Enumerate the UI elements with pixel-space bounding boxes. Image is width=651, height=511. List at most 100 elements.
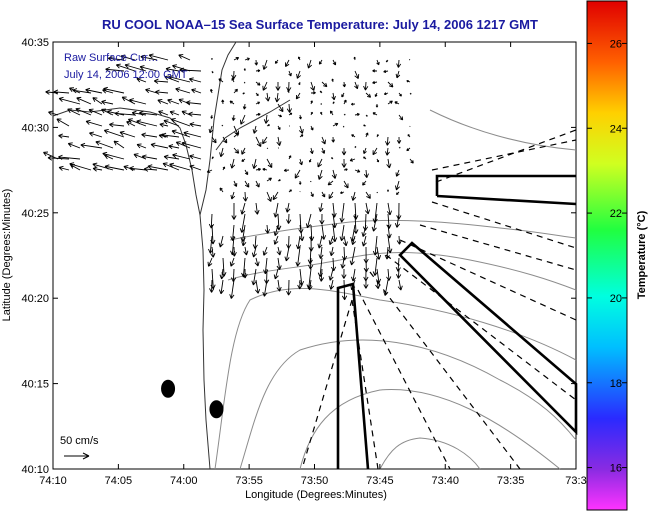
current-vector bbox=[342, 81, 347, 88]
current-vector bbox=[107, 56, 125, 62]
current-vector bbox=[342, 235, 348, 247]
current-vector bbox=[255, 136, 262, 147]
current-vector bbox=[169, 110, 180, 116]
current-vector bbox=[95, 140, 114, 149]
bathymetry-contours bbox=[214, 109, 577, 470]
current-vector bbox=[120, 54, 136, 61]
current-vector bbox=[69, 162, 92, 171]
current-vector bbox=[283, 168, 290, 173]
current-vector bbox=[321, 147, 326, 154]
current-vector bbox=[363, 279, 369, 289]
annotation-line-1: Raw Surface Cur… bbox=[64, 52, 159, 64]
current-vector bbox=[252, 125, 258, 134]
x-tick-label: 74:10 bbox=[39, 475, 67, 487]
current-vector bbox=[143, 166, 158, 172]
current-vector bbox=[363, 169, 369, 178]
current-vector bbox=[317, 235, 323, 249]
current-vector bbox=[285, 202, 291, 213]
current-vector bbox=[321, 191, 326, 198]
depth-contour bbox=[229, 219, 577, 241]
current-vector bbox=[320, 111, 323, 116]
current-vector bbox=[341, 246, 348, 261]
current-vector bbox=[309, 147, 314, 155]
current-vector bbox=[145, 88, 158, 94]
current-vector bbox=[354, 146, 357, 149]
current-vector bbox=[191, 88, 202, 94]
current-vector bbox=[273, 224, 279, 236]
current-vector bbox=[141, 132, 158, 138]
current-vector bbox=[127, 118, 147, 127]
current-vector bbox=[210, 114, 214, 119]
current-vector bbox=[298, 125, 304, 134]
current-vector bbox=[295, 92, 301, 100]
current-vector bbox=[172, 153, 191, 160]
current-vector bbox=[277, 179, 281, 182]
current-vector bbox=[233, 147, 240, 154]
x-tick-label: 73:50 bbox=[301, 475, 329, 487]
plot-frame bbox=[52, 41, 577, 470]
current-vector bbox=[262, 81, 268, 91]
depth-contour bbox=[429, 109, 577, 151]
current-vector bbox=[89, 131, 103, 138]
current-vector bbox=[351, 235, 357, 246]
current-vector bbox=[396, 136, 402, 144]
current-vector bbox=[274, 92, 280, 103]
current-vector bbox=[331, 92, 336, 101]
current-vector bbox=[161, 132, 180, 138]
current-vector bbox=[88, 108, 103, 116]
station-markers bbox=[161, 379, 224, 419]
current-vector bbox=[104, 164, 125, 171]
current-vector bbox=[406, 147, 411, 152]
current-vector bbox=[386, 158, 392, 169]
current-vector bbox=[317, 158, 323, 168]
coast-line bbox=[199, 41, 237, 216]
current-vector bbox=[310, 111, 313, 116]
current-vector bbox=[385, 136, 391, 146]
current-vector bbox=[351, 134, 356, 138]
current-vector bbox=[317, 169, 323, 180]
current-vector bbox=[251, 246, 257, 258]
current-vector bbox=[242, 268, 248, 279]
current-vector bbox=[175, 141, 191, 149]
current-vector bbox=[244, 180, 250, 188]
current-vector bbox=[365, 114, 368, 117]
depth-contour bbox=[214, 287, 577, 470]
current-vector bbox=[221, 99, 225, 105]
x-tick-label: 74:00 bbox=[170, 475, 198, 487]
lane-dashed bbox=[435, 129, 577, 183]
current-vector bbox=[188, 77, 202, 83]
current-vector bbox=[183, 130, 202, 138]
current-vector bbox=[329, 110, 334, 116]
current-vector bbox=[328, 268, 334, 281]
current-vector bbox=[372, 69, 378, 73]
current-vector bbox=[229, 257, 235, 267]
current-vector bbox=[331, 213, 337, 229]
current-vector bbox=[375, 246, 382, 260]
current-vector bbox=[53, 89, 70, 95]
colorbar-tick-label: 20 bbox=[610, 293, 622, 305]
y-tick-label: 40:10 bbox=[21, 464, 49, 476]
lane-dashed bbox=[385, 254, 577, 401]
current-vector bbox=[343, 113, 346, 116]
current-vector bbox=[407, 134, 411, 138]
current-vector bbox=[209, 279, 215, 293]
current-vector bbox=[140, 54, 158, 61]
y-tick-label: 40:15 bbox=[21, 379, 49, 391]
current-vector bbox=[288, 70, 292, 77]
current-vector bbox=[273, 268, 279, 280]
station-marker bbox=[161, 379, 176, 398]
current-vector bbox=[231, 77, 235, 83]
current-vectors bbox=[43, 53, 414, 301]
current-vector bbox=[408, 59, 411, 61]
current-vector bbox=[240, 114, 246, 125]
current-vector bbox=[298, 81, 301, 86]
current-vector bbox=[329, 279, 335, 290]
current-vector bbox=[158, 110, 169, 116]
current-vector bbox=[218, 235, 224, 248]
current-vector bbox=[240, 202, 246, 215]
current-vector bbox=[385, 147, 390, 156]
current-vector bbox=[284, 246, 290, 262]
current-vector bbox=[101, 99, 114, 105]
current-vector bbox=[308, 158, 312, 163]
current-vector bbox=[343, 180, 349, 189]
